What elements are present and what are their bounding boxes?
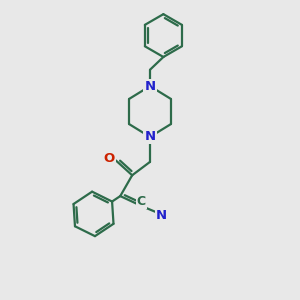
Text: C: C xyxy=(136,195,146,208)
Text: O: O xyxy=(104,152,115,165)
Text: N: N xyxy=(144,80,156,93)
Text: N: N xyxy=(156,209,167,222)
Text: N: N xyxy=(144,130,156,143)
